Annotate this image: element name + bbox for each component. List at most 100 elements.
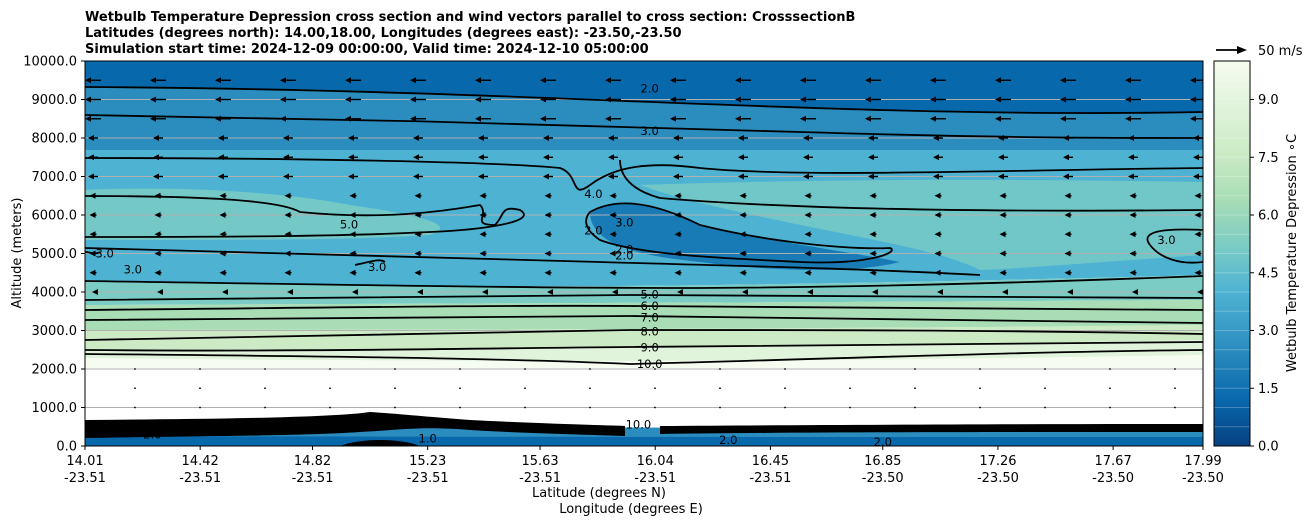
x-tick-label-latitude: 17.67 [1095, 454, 1132, 469]
wind-vector-head [735, 77, 741, 84]
plot-area: 2.03.04.05.03.02.02.02.03.03.03.03.05.06… [85, 61, 1203, 449]
wind-vector-head [219, 192, 226, 199]
wind-vector-head [475, 115, 481, 122]
wind-vector-head [1125, 96, 1131, 103]
wind-vector-head [219, 231, 226, 238]
contour-label: 9.0 [640, 340, 658, 354]
wind-vector-head [349, 231, 356, 238]
wind-vector-head [739, 231, 746, 238]
wind-vector-head [674, 192, 681, 199]
wind-vector-head [872, 289, 878, 295]
y-tick-label: 8000.0 [32, 132, 78, 147]
wind-vector [199, 387, 201, 390]
wind-vector-head [670, 115, 676, 122]
wind-vector-head [345, 96, 351, 103]
wind-vector-head [478, 154, 484, 161]
wind-vector-head [547, 289, 553, 295]
wind-vector-head [1129, 250, 1136, 257]
wind-vector-head [1128, 173, 1134, 180]
wind-vector-head [153, 154, 159, 161]
wind-vector-head [738, 135, 744, 141]
colorbar-tick-label: 7.5 [1258, 151, 1279, 166]
wind-vector [394, 368, 396, 370]
wind-vector-head [348, 135, 354, 141]
wind-vector-head [998, 135, 1004, 141]
wind-vector-head [219, 250, 226, 257]
wind-vector-head [479, 269, 486, 276]
wind-vector-head [1193, 154, 1199, 161]
wind-vector [134, 387, 136, 390]
wind-vector-head [930, 77, 936, 84]
wind-vector-head [154, 212, 161, 218]
wind-vector-head [283, 154, 289, 161]
x-tick-label-latitude: 16.85 [864, 454, 901, 469]
contour-label: 2.0 [874, 435, 892, 449]
wind-vector-head [998, 173, 1004, 180]
contour-line [85, 341, 1203, 352]
wind-vector-head [1063, 135, 1069, 141]
y-tick-label: 3000.0 [32, 324, 78, 339]
surface-contours [85, 412, 1203, 446]
wind-vector-head [609, 212, 616, 218]
wind-vector [329, 368, 331, 370]
wind-vector [329, 387, 331, 390]
wind-vector-head [1190, 115, 1196, 122]
wind-vector-head [1002, 289, 1008, 295]
wind-vector-head [89, 250, 96, 257]
wind-vector [524, 368, 526, 370]
x-tick-label-latitude: 17.26 [979, 454, 1016, 469]
wind-vector-head [150, 115, 156, 122]
colorbar-tick-label: 6.0 [1258, 209, 1279, 224]
wind-vector-head [608, 154, 614, 161]
contour-label: 2.0 [615, 243, 633, 257]
band-dark-top [85, 61, 1203, 114]
y-tick-label: 0.0 [56, 440, 77, 455]
wind-vector-head [478, 173, 484, 180]
colorbar-tick-label: 0.0 [1258, 440, 1279, 455]
wind-vector-head [735, 115, 741, 122]
y-tick-label: 4000.0 [32, 286, 78, 301]
contour-label: 5.0 [340, 218, 358, 232]
wind-vector [1044, 387, 1046, 390]
wind-vector-head [414, 192, 421, 199]
wind-vector-head [999, 231, 1006, 238]
wind-vector-head [157, 289, 163, 295]
chart-title-line-2: Latitudes (degrees north): 14.00,18.00, … [85, 26, 682, 41]
wind-vector-head [88, 135, 94, 141]
wind-vector-head [1064, 250, 1071, 257]
y-axis-label: Altitude (meters) [10, 198, 25, 309]
wind-vector-head [89, 269, 96, 276]
wind-vector-head [1194, 212, 1201, 218]
wind-vector-head [674, 250, 681, 257]
wind-vector-head [605, 77, 611, 84]
wind-vector-head [154, 231, 161, 238]
colorbar-label: Wetbulb Temperature Depression ∘C [1285, 134, 1300, 372]
wind-vector-head [215, 115, 221, 122]
wind-vector-head [609, 192, 616, 199]
wind-vector-head [670, 96, 676, 103]
contour-label: 8.0 [640, 324, 658, 338]
x-tick-label-longitude: -23.50 [1092, 471, 1134, 486]
contour-line [354, 259, 386, 266]
x-tick-label-longitude: -23.51 [749, 471, 791, 486]
contour-label: 2.0 [584, 223, 602, 237]
contour-label: 7.0 [640, 310, 658, 324]
x-tick-label-latitude: 17.99 [1184, 454, 1221, 469]
wind-vector-head [544, 231, 551, 238]
colorbar-level-lines [1214, 79, 1250, 428]
colorbar-tick-label: 1.5 [1258, 382, 1279, 397]
wind-vector-head [742, 289, 748, 295]
wind-vector-head [869, 192, 876, 199]
wind-vector-head [999, 269, 1006, 276]
wind-vector-head [284, 250, 291, 257]
wind-vector-head [1129, 269, 1136, 276]
x-tick-label-longitude: -23.50 [862, 471, 904, 486]
wind-vector [1109, 387, 1111, 390]
contour-line [585, 202, 893, 264]
contour-label: 2.0 [143, 427, 161, 441]
contour-label: 2.0 [640, 82, 658, 96]
wind-vector-head [479, 192, 486, 199]
wind-vectors [85, 77, 1203, 409]
wind-vector-head [1129, 231, 1136, 238]
wind-vector-head [284, 231, 291, 238]
